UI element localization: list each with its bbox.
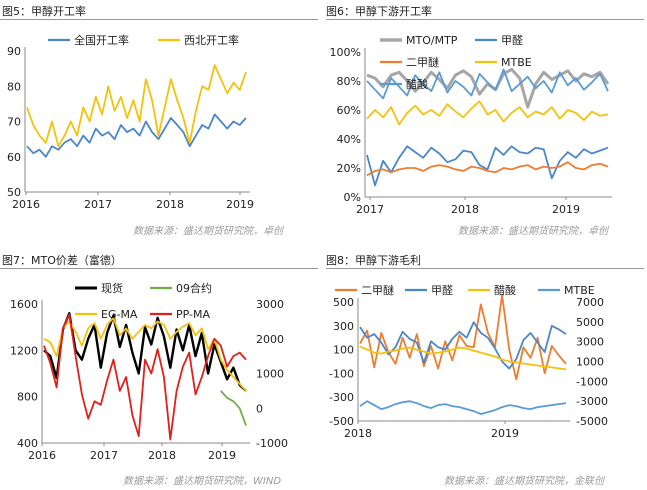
chart4-xtick-label: 2018 [344,427,372,440]
chart1-ytick-label: 70 [7,116,21,129]
chart4-ytick-label: -500 [329,415,354,428]
chart3-ytick-right-label: -1000 [256,437,288,450]
chart3-series-line [43,312,247,392]
chart2-ytick-label: 100% [330,46,361,59]
chart2-ytick-label: 40% [337,133,361,146]
chart1-ytick-label: 90 [7,45,21,58]
chart4-ytick-right-label: -5000 [576,415,608,428]
chart3-ytick-right-label: 0 [256,402,263,415]
chart3-xtick-label: 2018 [148,449,176,462]
chart3-legend-label: EG-MA [101,308,138,321]
chart4-ytick-right-label: 1000 [576,356,604,369]
chart2-xtick-label: 2019 [552,203,580,216]
chart2-series-line [366,161,609,177]
chart2-legend-label: MTO/MTP [406,34,458,47]
chart3-ytick-label: 800 [17,391,38,404]
panel-rule-1 [0,19,318,20]
chart2-ytick-label: 20% [337,162,361,175]
chart4-ytick-label: -100 [329,367,354,380]
chart4-legend-label: 醋酸 [494,283,516,297]
chart3-ytick-label: 1600 [10,298,38,311]
chart2-legend-label: 甲醛 [501,33,523,47]
chart3-series-line [220,390,247,426]
source-text-2: 数据来源：盛达期货研究院，卓创 [458,226,608,237]
panel-rule-2 [326,19,644,20]
chart1-xtick-label: 2017 [84,198,112,211]
chart1-legend-label: 全国开工率 [74,33,129,47]
chart4-ytick-label: 100 [333,344,354,357]
chart4-series-line [359,294,567,381]
source-text-1: 数据来源：盛达期货研究院，卓创 [133,226,283,237]
chart2-xtick-label: 2017 [356,203,384,216]
chart1-ytick-label: 50 [7,186,21,199]
chart2-series-line [366,68,609,100]
chart4-ytick-right-label: -1000 [576,375,608,388]
chart1-series-line [26,113,247,158]
chart1-ytick-label: 80 [7,80,21,93]
chart3-legend-label: 现货 [101,281,123,295]
chart1-xtick-label: 2016 [12,198,40,211]
chart1-xtick-label: 2019 [226,198,254,211]
chart4-legend-label: 二甲醚 [361,283,394,297]
chart3-xtick-label: 2017 [90,449,118,462]
chart2-series-line [366,145,609,187]
chart3-legend-label: PP-MA [176,308,210,321]
chart4-series-line [359,345,567,371]
chart1-ytick-label: 60 [7,151,21,164]
chart3-ytick-right-label: 2000 [256,333,284,346]
chart3-ytick-right-label: 3000 [256,298,284,311]
chart2-ytick-label: 0% [344,191,361,204]
source-text-4: 数据来源：盛达期货研究院，金联创 [444,476,604,487]
chart3-ytick-label: 1200 [10,344,38,357]
chart4-legend-label: 甲醛 [431,283,453,297]
chart1-legend-label: 西北开工率 [184,33,239,47]
panel-rule-4 [326,268,644,269]
panel-title-4: 图8：甲醇下游毛利 [326,254,421,267]
chart4-ytick-label: -300 [329,391,354,404]
chart2-legend-label: 二甲醚 [406,55,439,69]
chart1-series-line [26,64,247,148]
chart4-ytick-right-label: 7000 [576,296,604,309]
chart4-ytick-right-label: 5000 [576,316,604,329]
chart3-xtick-label: 2019 [208,449,236,462]
chart4-ytick-right-label: -3000 [576,395,608,408]
chart4-series-line [359,321,567,370]
chart4-legend-label: MTBE [564,284,595,297]
panel-title-2: 图6：甲醇下游开工率 [326,5,432,18]
chart4-xtick-label: 2019 [491,427,519,440]
panel-title-3: 图7：MTO价差（富德） [2,254,122,267]
chart3-legend-label: 09合约 [176,281,212,295]
chart3-series-line [43,313,247,441]
chart2-legend-label: 醋酸 [406,77,428,91]
chart4-ytick-label: 300 [333,320,354,333]
chart2-legend-label: MTBE [501,56,532,69]
chart2-series-line [366,100,609,126]
chart4-ytick-label: 500 [333,296,354,309]
chart3-xtick-label: 2016 [28,449,56,462]
chart2-ytick-label: 60% [337,104,361,117]
chart3-ytick-label: 400 [17,437,38,450]
panel-title-1: 图5：甲醇开工率 [2,5,86,18]
chart2-xtick-label: 2018 [451,203,479,216]
chart3-ytick-right-label: 1000 [256,368,284,381]
chart4-ytick-right-label: 3000 [576,336,604,349]
panel-rule-3 [0,268,318,269]
chart2-ytick-label: 80% [337,75,361,88]
chart2-series-line [366,67,610,109]
source-text-3: 数据来源：盛达期货研究院，WIND [123,476,282,487]
chart4-series-line [359,400,567,415]
chart1-xtick-label: 2018 [156,198,184,211]
